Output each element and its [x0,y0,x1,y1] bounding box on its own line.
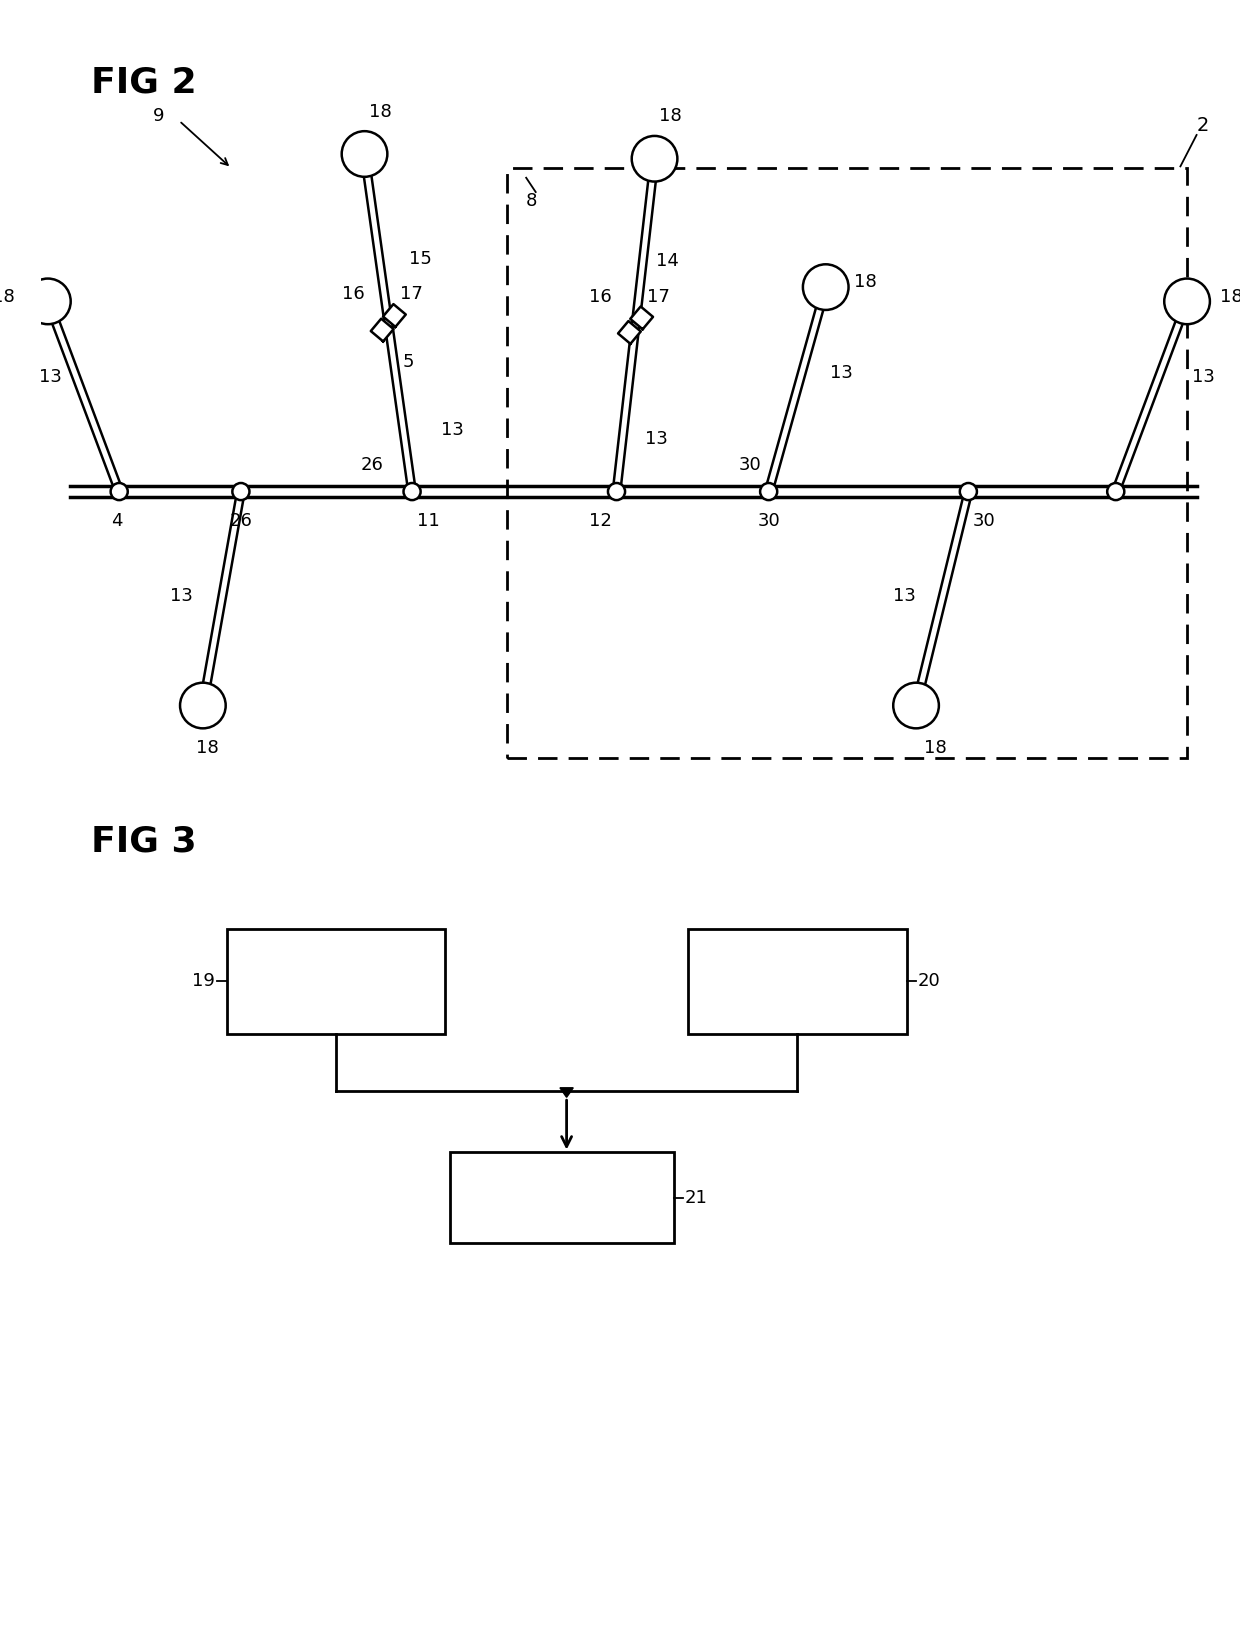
Text: 18: 18 [660,107,682,125]
Text: FIG 2: FIG 2 [91,65,196,99]
Text: 26: 26 [229,512,253,530]
Circle shape [403,483,420,500]
Text: 21: 21 [684,1188,708,1207]
Text: 18: 18 [854,273,877,291]
Text: 9: 9 [154,107,165,125]
Circle shape [1164,278,1210,325]
Circle shape [1107,483,1125,500]
Circle shape [631,136,677,182]
Text: 11: 11 [417,512,439,530]
Text: 16: 16 [589,288,611,306]
Circle shape [232,483,249,500]
Text: 30: 30 [758,512,780,530]
Bar [507,169,1187,757]
Text: FIG 3: FIG 3 [91,824,196,858]
Text: 13: 13 [893,587,916,604]
Text: 16: 16 [342,286,365,304]
Text: 13: 13 [440,421,464,439]
Circle shape [180,682,226,728]
Text: 18: 18 [370,102,392,120]
Text: 19: 19 [192,972,216,990]
Circle shape [608,483,625,500]
Text: 18: 18 [196,739,219,757]
Text: 14: 14 [656,252,680,270]
Text: 18: 18 [0,288,15,306]
Circle shape [760,483,777,500]
Polygon shape [560,1087,573,1097]
Circle shape [110,483,128,500]
Polygon shape [371,318,393,341]
Bar [227,929,445,1034]
Text: 13: 13 [40,369,62,387]
Polygon shape [630,307,653,330]
Text: 15: 15 [409,250,432,268]
Text: 18: 18 [924,739,946,757]
Bar [450,1152,673,1243]
Text: 30: 30 [738,457,761,474]
Text: 18: 18 [1220,288,1240,306]
Text: 17: 17 [399,286,423,304]
Circle shape [25,278,71,325]
Text: 26: 26 [361,457,383,474]
Text: 17: 17 [647,288,670,306]
Circle shape [893,682,939,728]
Text: 20: 20 [918,972,941,990]
Text: 13: 13 [645,431,668,448]
Text: 4: 4 [110,512,122,530]
Text: 30: 30 [973,512,996,530]
Text: 13: 13 [1192,369,1215,387]
Circle shape [802,265,848,310]
Text: 2: 2 [1197,115,1209,135]
Circle shape [960,483,977,500]
Polygon shape [618,322,641,344]
Text: 13: 13 [170,587,193,604]
Bar [688,929,906,1034]
Text: 8: 8 [526,192,538,210]
Text: 13: 13 [831,364,853,382]
Circle shape [342,132,387,177]
Text: 12: 12 [589,512,611,530]
Text: 5: 5 [403,353,414,370]
Polygon shape [383,304,405,327]
